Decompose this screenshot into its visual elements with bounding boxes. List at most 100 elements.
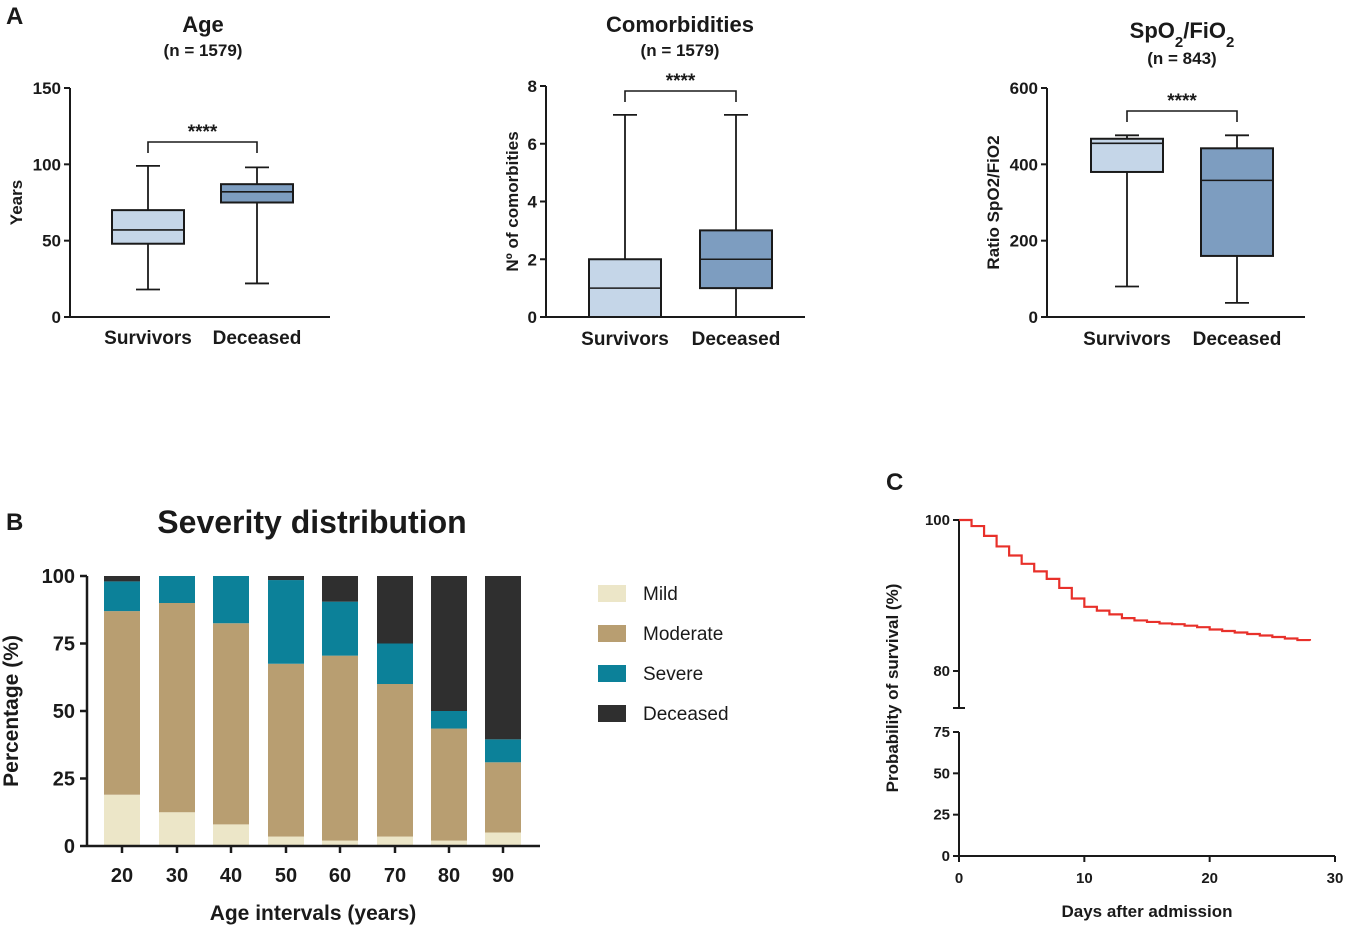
y-tick-label: 100: [42, 566, 75, 588]
x-axis-label: Age intervals (years): [210, 902, 417, 925]
bar-mild-20: [104, 794, 140, 846]
bar-moderate-70: [377, 684, 413, 837]
y-tick-label: 4: [528, 193, 538, 212]
x-tick-label: 50: [275, 865, 297, 887]
chart-title: Comorbidities: [606, 12, 754, 37]
box-deceased: [1200, 147, 1274, 257]
y-axis-label: Probability of survival (%): [883, 584, 902, 793]
chart-subtitle: (n = 1579): [641, 41, 720, 60]
significance-bracket: [147, 141, 258, 153]
bar-mild-80: [431, 840, 467, 846]
y-tick-label: 150: [33, 79, 61, 98]
bar-mild-70: [377, 836, 413, 846]
y-tick-label: 50: [42, 232, 61, 251]
x-tick-label: 0: [955, 870, 963, 887]
legend-label-deceased: Deceased: [643, 704, 729, 725]
y-axis-label: Percentage (%): [0, 635, 23, 787]
x-category-label: Deceased: [692, 329, 781, 350]
bar-severe-50: [268, 580, 304, 664]
significance-bracket: [1126, 110, 1238, 122]
survival-curve: [959, 518, 1312, 642]
y-tick-label: 50: [53, 701, 75, 723]
y-tick-label: 100: [925, 512, 950, 529]
x-tick-label: 10: [1076, 870, 1093, 887]
chart-title: Age: [182, 12, 224, 37]
y-tick-label: 0: [52, 308, 61, 327]
y-tick-label: 6: [528, 135, 537, 154]
chart-title: SpO2/FiO2: [1130, 18, 1235, 51]
chart-subtitle: (n = 1579): [164, 41, 243, 60]
y-tick-label: 0: [942, 848, 950, 865]
box-survivors: [1090, 137, 1164, 173]
y-tick-label: 25: [933, 807, 950, 824]
x-axis-label: Days after admission: [1061, 902, 1232, 921]
bar-deceased-50: [268, 576, 304, 581]
bar-severe-60: [322, 601, 358, 656]
bar-moderate-80: [431, 728, 467, 841]
bar-moderate-50: [268, 663, 304, 837]
bar-severe-20: [104, 581, 140, 612]
chart-title-part: SpO: [1130, 18, 1175, 43]
box-deceased: [220, 183, 294, 204]
bar-moderate-40: [213, 623, 249, 825]
bar-deceased-70: [377, 576, 413, 644]
bar-moderate-60: [322, 655, 358, 841]
x-tick-label: 80: [438, 865, 460, 887]
chart-title-part: 2: [1226, 34, 1234, 51]
survival-curve-chart: 80 100 0 25 50 75 0 10 20 30 Days after admission P…: [883, 512, 1343, 921]
severity-bar-chart: Severity distribution 20 30 40 50 60 70 80 90 0 25…: [0, 504, 729, 925]
x-tick-label: 90: [492, 865, 514, 887]
panel-letter-b: B: [6, 509, 23, 536]
y-tick-label: 0: [528, 308, 537, 327]
y-tick-label: 25: [53, 769, 75, 791]
y-axis-label: Nº of comorbities: [503, 131, 522, 271]
panel-letter-c: C: [886, 469, 903, 496]
age-boxplot: Age (n = 1579) 0 50 100 150 Years Survivors Dece…: [7, 12, 330, 349]
panel-letter-a: A: [6, 3, 23, 30]
comorbidities-boxplot: Comorbidities (n = 1579) 0 2 4 6 8 Nº of comorb…: [503, 12, 805, 350]
chart-subtitle: (n = 843): [1147, 49, 1216, 68]
x-tick-label: 20: [111, 865, 133, 887]
bar-deceased-20: [104, 576, 140, 582]
chart-title: Severity distribution: [157, 504, 466, 540]
x-category-label: Survivors: [104, 328, 192, 349]
x-category-label: Survivors: [1083, 329, 1171, 350]
legend-swatch-severe: [598, 665, 626, 682]
x-tick-label: 30: [166, 865, 188, 887]
legend-swatch-mild: [598, 585, 626, 602]
legend-label-mild: Mild: [643, 584, 678, 605]
chart-title-part: /FiO: [1183, 18, 1226, 43]
y-tick-label: 2: [528, 250, 537, 269]
y-tick-label: 50: [933, 765, 950, 782]
y-tick-label: 75: [53, 634, 75, 656]
y-tick-label: 80: [933, 663, 950, 680]
legend-label-moderate: Moderate: [643, 624, 723, 645]
y-tick-label: 100: [33, 155, 61, 174]
bar-severe-80: [431, 711, 467, 729]
bar-severe-70: [377, 643, 413, 684]
bar-deceased-60: [322, 576, 358, 602]
x-tick-label: 30: [1327, 870, 1344, 887]
y-tick-label: 200: [1010, 232, 1038, 251]
box-survivors: [111, 209, 185, 245]
y-tick-label: 8: [528, 77, 537, 96]
bar-mild-30: [159, 812, 195, 846]
legend-swatch-deceased: [598, 705, 626, 722]
x-tick-label: 20: [1201, 870, 1218, 887]
chart-title-part: 2: [1175, 34, 1183, 51]
bar-moderate-20: [104, 611, 140, 795]
x-tick-label: 70: [384, 865, 406, 887]
bar-mild-60: [322, 840, 358, 846]
bar-severe-40: [213, 576, 249, 624]
x-category-label: Deceased: [213, 328, 302, 349]
bar-severe-90: [485, 739, 521, 763]
y-tick-label: 75: [933, 724, 950, 741]
y-axis-label: Years: [7, 180, 26, 225]
x-category-label: Deceased: [1193, 329, 1282, 350]
legend-swatch-moderate: [598, 625, 626, 642]
significance-stars: ****: [666, 71, 696, 92]
y-tick-label: 0: [64, 836, 75, 858]
bar-deceased-90: [485, 576, 521, 740]
y-axis-label: Ratio SpO2/FiO2: [984, 135, 1003, 269]
